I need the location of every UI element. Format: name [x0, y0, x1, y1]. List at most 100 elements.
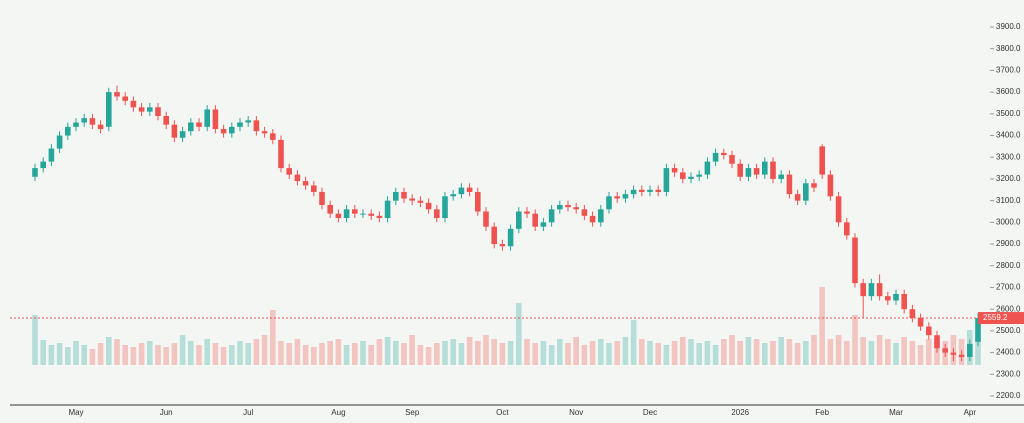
last-price-box [978, 312, 1024, 325]
candle-body [934, 335, 940, 349]
candle-body [343, 209, 350, 219]
y-tick-label: 3200.0 [996, 174, 1021, 183]
candle-body [524, 211, 530, 214]
volume-bar [598, 339, 604, 365]
candle-body [89, 118, 96, 125]
candle-body [540, 222, 547, 227]
candle-body [712, 152, 719, 162]
candle-body [721, 152, 727, 156]
volume-bar [778, 337, 784, 365]
volume-bar [811, 335, 817, 365]
volume-bar [614, 341, 620, 365]
volume-bar [409, 335, 415, 365]
candle-body [639, 189, 645, 192]
volume-bar [860, 337, 866, 365]
candle-body [466, 187, 473, 192]
volume-bar [581, 345, 588, 365]
volume-bar [507, 341, 514, 365]
volume-bar [712, 345, 719, 365]
candle-body [352, 209, 358, 214]
volume-bar [138, 343, 145, 365]
candle-body [401, 191, 407, 199]
candle-body [302, 181, 309, 186]
candle-body [220, 129, 227, 134]
x-tick-label: 2026 [731, 408, 749, 417]
volume-bar [384, 337, 391, 365]
candle-body [204, 109, 210, 127]
y-tick-label: 3600.0 [996, 87, 1021, 96]
candle-body [516, 211, 522, 229]
volume-bar [762, 343, 768, 365]
candle-body [335, 213, 342, 219]
y-tick-label: 2800.0 [996, 261, 1021, 270]
x-tick-label: Mar [889, 408, 903, 417]
candle-body [893, 293, 899, 301]
y-tick-label: 3900.0 [996, 22, 1021, 31]
y-tick-label: 3300.0 [996, 152, 1021, 161]
volume-bar [696, 343, 702, 365]
volume-bar [270, 310, 276, 365]
volume-bar [56, 343, 63, 365]
candle-body [475, 191, 481, 212]
volume-bar [376, 339, 383, 365]
candle-body [450, 194, 456, 197]
candle-body [319, 191, 325, 205]
candle-body [56, 135, 63, 149]
candle-body [245, 120, 251, 123]
volume-bar [868, 341, 875, 365]
candle-body [753, 168, 760, 175]
volume-bar [475, 341, 481, 365]
candle-body [442, 196, 448, 219]
candle-body [942, 348, 948, 353]
volume-bar [65, 347, 71, 365]
candle-body [147, 107, 153, 112]
volume-bar [106, 337, 112, 365]
volume-bar [573, 337, 579, 365]
volume-bar [352, 343, 358, 365]
candle-body [393, 191, 399, 201]
candle-body [270, 133, 276, 140]
candle-body [327, 204, 333, 214]
volume-bar [909, 341, 916, 365]
candle-body [155, 107, 161, 116]
volume-bar [425, 347, 432, 365]
volume-bar [770, 341, 776, 365]
volume-bar [835, 335, 842, 365]
volume-bar [48, 345, 55, 365]
candle-body [827, 174, 834, 197]
y-tick-label: 3100.0 [996, 196, 1021, 205]
candle-body [73, 122, 79, 127]
volume-bar [794, 343, 801, 365]
volume-bar [516, 303, 522, 365]
candle-body [65, 126, 71, 136]
candle-body [573, 207, 579, 210]
volume-bar [188, 341, 194, 365]
candle-body [138, 107, 145, 112]
volume-bar [704, 341, 711, 365]
x-tick-label: Nov [569, 408, 583, 417]
volume-bar [499, 343, 506, 365]
volume-bar [261, 335, 268, 365]
volume-bar [114, 339, 120, 365]
candle-body [729, 155, 735, 164]
volume-bar [557, 339, 563, 365]
volume-bar [540, 341, 547, 365]
candle-body [688, 176, 694, 179]
volume-bar [483, 335, 489, 365]
candle-body [852, 237, 858, 284]
candle-body [745, 168, 752, 177]
volume-bar [417, 345, 424, 365]
candle-body [565, 204, 571, 208]
volume-bar [327, 341, 333, 365]
candle-body [286, 168, 292, 175]
candle-body [122, 96, 128, 101]
volume-bar [565, 343, 571, 365]
candle-body [967, 343, 973, 357]
candle-body [696, 174, 702, 177]
candle-body [507, 228, 514, 247]
volume-bar [745, 337, 752, 365]
volume-bar [827, 339, 834, 365]
candle-body [491, 226, 497, 245]
